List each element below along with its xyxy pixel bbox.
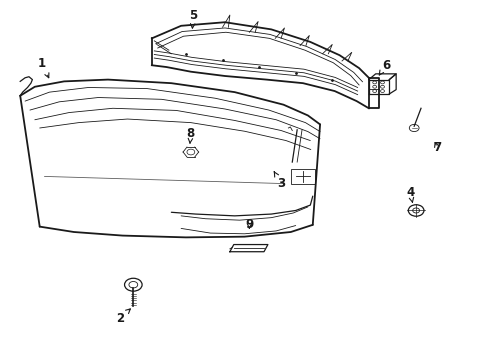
Bar — [290, 169, 315, 184]
Text: 9: 9 — [245, 218, 253, 231]
Text: 3: 3 — [274, 172, 285, 190]
Text: 1: 1 — [38, 57, 49, 78]
Text: 5: 5 — [189, 9, 197, 28]
Text: 8: 8 — [186, 127, 195, 143]
Text: 6: 6 — [379, 59, 389, 75]
Text: 2: 2 — [116, 309, 130, 325]
Text: 7: 7 — [432, 141, 440, 154]
Text: 4: 4 — [406, 186, 413, 202]
